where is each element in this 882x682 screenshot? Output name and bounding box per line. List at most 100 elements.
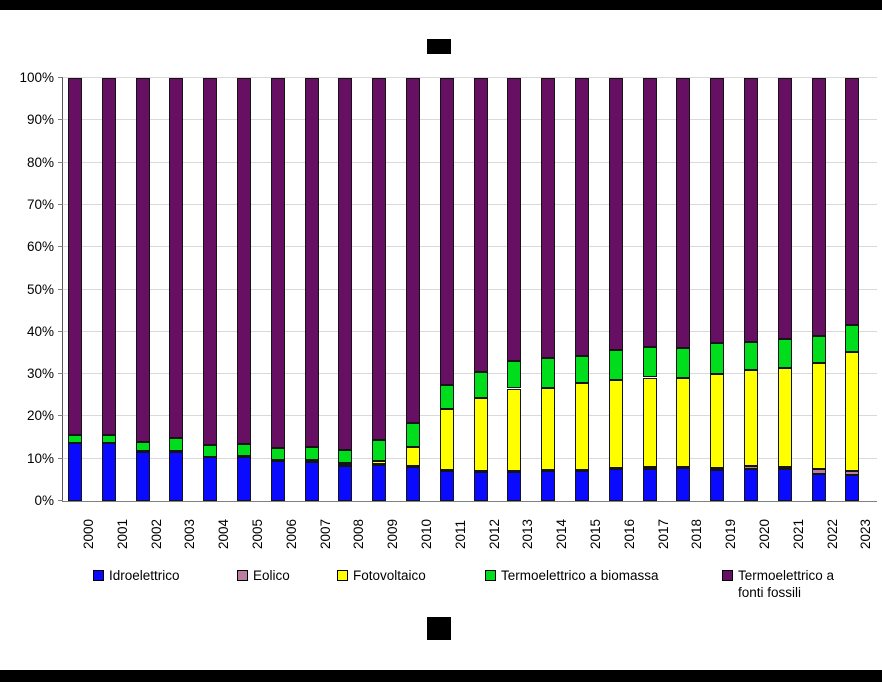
segment-termoelettrico-a-biomassa: [169, 438, 184, 451]
bar-2000: [68, 78, 82, 501]
bar-2018: [676, 78, 691, 501]
segment-termoelettrico-a-biomassa: [710, 343, 725, 374]
segment-eolico: [744, 466, 758, 469]
segment-idroelettrico: [642, 468, 657, 501]
segment-idroelettrico: [608, 469, 623, 501]
segment-termoelettrico-a-biomassa: [68, 434, 82, 444]
segment-termoelettrico-a-biomassa: [270, 447, 285, 460]
segment-idroelettrico: [203, 457, 218, 501]
x-axis-tick-label: 2022: [824, 518, 840, 549]
bottom-center-marker: [427, 617, 451, 640]
x-axis-tick-label: 2008: [351, 518, 367, 549]
y-axis-tick: [58, 500, 63, 501]
plot-area: [58, 77, 877, 502]
segment-idroelettrico: [338, 465, 353, 501]
segment-idroelettrico: [439, 470, 454, 501]
y-axis-tick: [58, 373, 63, 375]
segment-idroelettrico: [270, 460, 285, 501]
segment-termoelettrico-a-fonti-fossili: [338, 78, 353, 450]
y-axis-tick: [58, 77, 63, 78]
legend-label: Termoelettrico a biomassa: [501, 568, 659, 583]
gridline: [63, 330, 877, 332]
x-axis-tick-label: 2019: [723, 518, 739, 549]
x-axis-tick-label: 2001: [114, 518, 130, 549]
segment-idroelettrico: [575, 471, 589, 501]
gridline: [63, 373, 877, 375]
bar-2007: [304, 78, 319, 501]
legend-label: Termoelettrico a fonti fossili: [738, 568, 835, 600]
bar-2005: [237, 78, 251, 501]
segment-termoelettrico-a-biomassa: [237, 443, 251, 457]
segment-termoelettrico-a-fonti-fossili: [304, 78, 319, 448]
legend-item-termoelettrico-a-biomassa: Termoelettrico a biomassa: [485, 567, 705, 584]
legend-item-idroelettrico: Idroelettrico: [93, 567, 233, 584]
segment-fotovoltaico: [406, 447, 420, 466]
bar-2020: [744, 78, 758, 501]
bar-2016: [608, 78, 623, 501]
gridline: [63, 119, 877, 121]
bar-2010: [406, 78, 420, 501]
segment-termoelettrico-a-biomassa: [845, 325, 860, 352]
segment-termoelettrico-a-fonti-fossili: [845, 78, 860, 326]
segment-fotovoltaico: [642, 377, 657, 468]
segment-eolico: [710, 467, 725, 470]
y-axis-tick-label: 90%: [26, 112, 54, 128]
segment-eolico: [811, 469, 826, 474]
bar-2015: [575, 78, 589, 501]
letterbox-top-strip: [0, 0, 882, 10]
y-axis-tick-label: 10%: [26, 450, 54, 466]
segment-termoelettrico-a-biomassa: [439, 385, 454, 410]
x-axis-tick-label: 2014: [554, 518, 570, 549]
segment-termoelettrico-a-biomassa: [372, 440, 387, 461]
segment-idroelettrico: [676, 468, 691, 501]
y-axis-tick: [58, 330, 63, 332]
segment-idroelettrico: [710, 469, 725, 501]
segment-termoelettrico-a-biomassa: [676, 348, 691, 379]
segment-termoelettrico-a-fonti-fossili: [372, 78, 387, 441]
segment-termoelettrico-a-fonti-fossili: [676, 78, 691, 349]
segment-termoelettrico-a-biomassa: [575, 355, 589, 383]
bar-2022: [811, 78, 826, 501]
x-axis-tick-label: 2007: [317, 518, 333, 549]
legend-swatch: [722, 570, 733, 581]
segment-termoelettrico-a-fonti-fossili: [507, 78, 522, 361]
segment-idroelettrico: [406, 466, 420, 501]
x-axis-tick-label: 2003: [182, 518, 198, 549]
segment-termoelettrico-a-biomassa: [541, 358, 556, 388]
segment-termoelettrico-a-fonti-fossili: [811, 78, 826, 337]
x-axis-tick-label: 2006: [283, 518, 299, 549]
segment-termoelettrico-a-biomassa: [473, 371, 488, 399]
legend-label: Fotovoltaico: [353, 568, 426, 583]
segment-termoelettrico-a-biomassa: [744, 341, 758, 370]
bar-2009: [372, 78, 387, 501]
segment-idroelettrico: [372, 464, 387, 501]
y-axis-tick-label: 20%: [26, 408, 54, 424]
top-center-marker: [427, 39, 451, 54]
bar-2008: [338, 78, 353, 501]
segment-termoelettrico-a-fonti-fossili: [101, 78, 116, 436]
segment-idroelettrico: [304, 461, 319, 501]
segment-fotovoltaico: [744, 369, 758, 467]
y-axis-tick-label: 30%: [26, 366, 54, 382]
legend-label: Idroelettrico: [109, 568, 180, 583]
segment-termoelettrico-a-fonti-fossili: [406, 78, 420, 424]
bar-2021: [777, 78, 792, 501]
y-axis-tick-label: 0%: [34, 493, 54, 508]
segment-termoelettrico-a-biomassa: [811, 336, 826, 363]
segment-eolico: [642, 466, 657, 469]
gridline: [63, 246, 877, 248]
gridline: [63, 203, 877, 205]
segment-fotovoltaico: [372, 460, 387, 465]
x-axis-tick-label: 2015: [588, 518, 603, 549]
legend-swatch: [93, 570, 104, 581]
segment-fotovoltaico: [845, 351, 860, 471]
letterbox-bottom-strip: [0, 670, 882, 682]
x-axis-tick-label: 2016: [621, 518, 637, 549]
segment-idroelettrico: [541, 471, 556, 501]
segment-termoelettrico-a-biomassa: [777, 339, 792, 369]
segment-fotovoltaico: [608, 379, 623, 468]
segment-eolico: [845, 470, 860, 476]
bar-2019: [710, 78, 725, 501]
x-axis-tick-label: 2020: [757, 518, 772, 549]
bar-2003: [169, 78, 184, 501]
